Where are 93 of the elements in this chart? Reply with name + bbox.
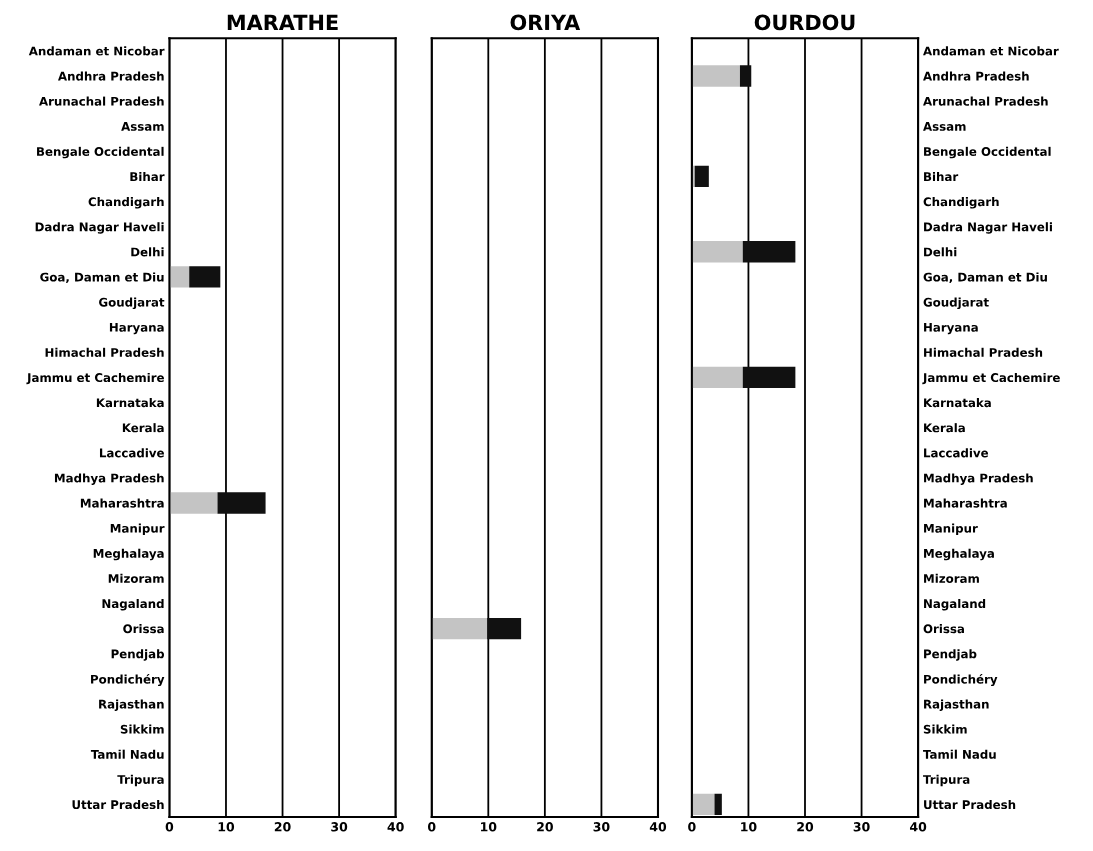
x-tick-label: 0 xyxy=(688,822,696,832)
x-tick-label: 0 xyxy=(427,822,436,832)
x-tick-label: 10 xyxy=(218,822,235,832)
bar xyxy=(691,793,715,816)
y-tick-label: Goa, Daman et Diu xyxy=(923,272,1047,284)
x-tick-label: 30 xyxy=(853,822,870,832)
y-tick-label: Meghalaya xyxy=(93,548,164,561)
bar xyxy=(189,266,221,288)
bar xyxy=(691,241,743,263)
x-tick-label: 0 xyxy=(165,822,174,832)
y-tick-label: Assam xyxy=(121,122,164,131)
x-tick-label: 20 xyxy=(537,822,553,832)
y-tick-label: Himachal Pradesh xyxy=(45,347,164,357)
bar xyxy=(691,65,740,87)
y-tick-label: Bihar xyxy=(924,171,959,182)
chart-title: OURDOU xyxy=(754,14,855,31)
y-tick-label: Karnataka xyxy=(924,398,991,408)
y-tick-label: Nagaland xyxy=(102,598,164,611)
y-tick-label: Bengale Occidental xyxy=(924,146,1051,159)
y-tick-label: Bihar xyxy=(130,171,165,182)
x-tick-label: 30 xyxy=(593,822,610,832)
y-tick-label: Rajasthan xyxy=(924,699,989,711)
y-tick-label: Uttar Pradesh xyxy=(72,799,164,810)
y-tick-label: Arunachal Pradesh xyxy=(39,96,164,106)
y-tick-label: Manipur xyxy=(924,523,978,536)
bar xyxy=(694,165,709,188)
bar xyxy=(169,266,190,288)
y-tick-label: Pendjab xyxy=(111,649,165,661)
y-tick-label: Tamil Nadu xyxy=(90,749,164,759)
y-tick-label: Andhra Pradesh xyxy=(57,71,164,81)
y-tick-label: Delhi xyxy=(131,247,164,257)
y-tick-label: Meghalaya xyxy=(924,548,994,561)
x-tick-label: 10 xyxy=(481,822,497,832)
y-tick-label: Sikkim xyxy=(120,724,164,734)
y-tick-label: Laccadive xyxy=(99,448,164,458)
y-tick-label: Uttar Pradesh xyxy=(924,799,1016,810)
y-tick-label: Mizoram xyxy=(108,573,164,583)
y-tick-label: Bengale Occidental xyxy=(37,146,164,159)
y-tick-label: Kerala xyxy=(924,423,965,433)
y-tick-label: Tripura xyxy=(923,774,970,787)
y-tick-label: Madhya Pradesh xyxy=(54,473,164,485)
y-tick-label: Karnataka xyxy=(96,398,164,408)
y-tick-label: Madhya Pradesh xyxy=(924,473,1033,485)
y-tick-label: Goudjarat xyxy=(99,297,165,310)
y-tick-label: Goa, Daman et Diu xyxy=(40,272,164,284)
y-tick-label: Manipur xyxy=(110,523,165,536)
y-tick-label: Jammu et Cachemire xyxy=(922,372,1060,385)
y-tick-label: Maharashtra xyxy=(924,498,1007,508)
y-tick-label: Andaman et Nicobar xyxy=(923,46,1059,56)
y-tick-label: Assam xyxy=(923,122,966,131)
y-tick-label: Andaman et Nicobar xyxy=(28,46,165,56)
y-tick-label: Pendjab xyxy=(924,649,977,661)
y-tick-label: Nagaland xyxy=(924,598,986,611)
y-tick-label: Pondichéry xyxy=(91,674,165,687)
x-tick-label: 40 xyxy=(649,822,667,832)
y-tick-label: Mizoram xyxy=(924,573,979,583)
y-tick-label: Himachal Pradesh xyxy=(924,347,1043,357)
bar xyxy=(691,366,743,389)
y-tick-label: Dadra Nagar Haveli xyxy=(35,222,164,234)
chart-title: MARATHE xyxy=(227,14,338,30)
x-tick-label: 30 xyxy=(331,822,348,832)
y-tick-label: Pondichéry xyxy=(924,674,998,687)
y-tick-label: Kerala xyxy=(122,423,164,433)
y-tick-label: Maharashtra xyxy=(80,498,164,508)
y-tick-label: Arunachal Pradesh xyxy=(923,96,1048,106)
y-tick-label: Chandigarh xyxy=(923,197,999,209)
x-tick-label: 20 xyxy=(274,822,291,832)
bar xyxy=(739,65,752,87)
y-tick-label: Orissa xyxy=(923,624,964,634)
bar xyxy=(742,366,796,389)
y-tick-label: Haryana xyxy=(109,322,164,335)
x-tick-label: 40 xyxy=(909,822,927,832)
x-tick-label: 10 xyxy=(741,822,757,832)
y-tick-label: Delhi xyxy=(924,247,957,257)
y-tick-label: Tripura xyxy=(117,774,164,787)
y-tick-label: Chandigarh xyxy=(88,197,164,209)
y-tick-label: Rajasthan xyxy=(99,699,164,711)
bar xyxy=(714,793,722,816)
y-tick-label: Sikkim xyxy=(923,724,967,734)
y-tick-label: Haryana xyxy=(924,322,978,335)
bar xyxy=(742,241,796,263)
bar xyxy=(169,492,218,514)
y-tick-label: Goudjarat xyxy=(923,297,989,310)
x-tick-label: 20 xyxy=(797,822,814,832)
y-tick-label: Andhra Pradesh xyxy=(923,71,1029,81)
y-tick-label: Jammu et Cachemire xyxy=(26,372,164,385)
bar xyxy=(217,492,266,514)
x-tick-label: 40 xyxy=(387,822,404,832)
y-tick-label: Tamil Nadu xyxy=(923,749,996,759)
y-tick-label: Orissa xyxy=(123,624,164,634)
chart-title: ORIYA xyxy=(510,14,581,31)
y-tick-label: Dadra Nagar Haveli xyxy=(924,222,1052,234)
y-tick-label: Laccadive xyxy=(924,448,989,458)
